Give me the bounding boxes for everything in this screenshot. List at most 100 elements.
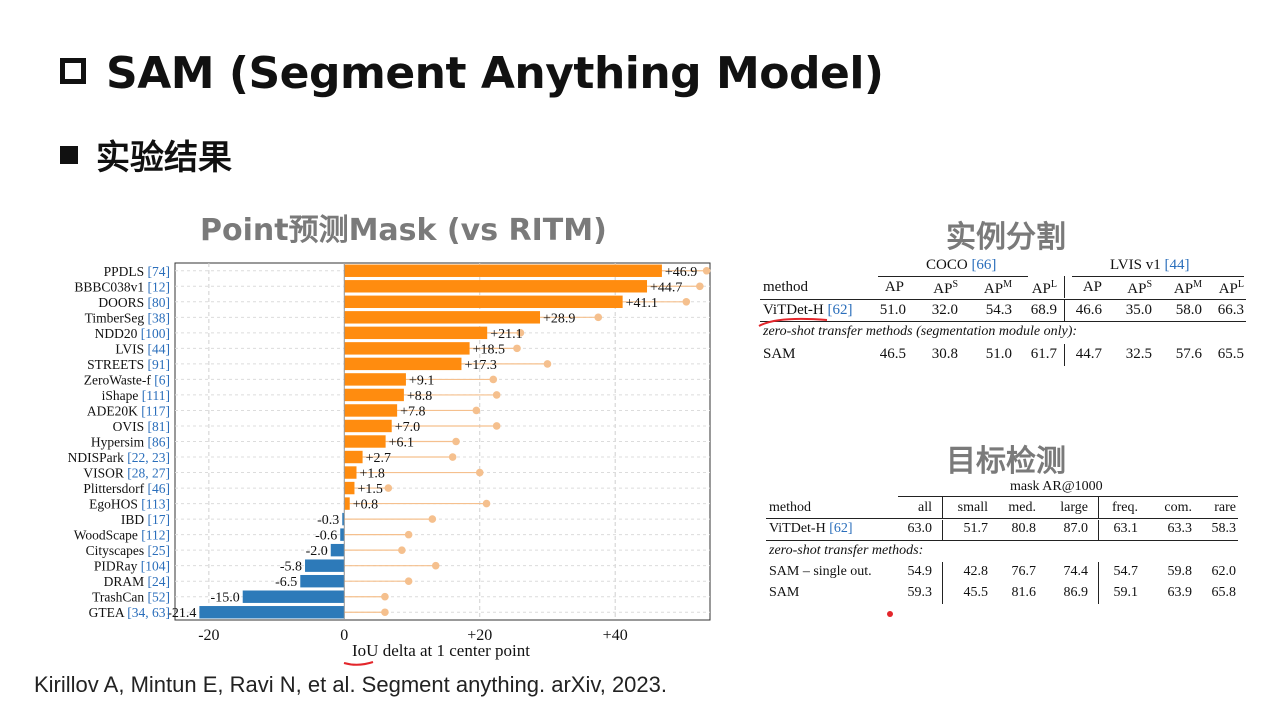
data-label: +21.1 [490,327,522,342]
coco-ref: [66] [971,257,997,273]
category-name: ZeroWaste-f [84,372,155,387]
lvis-apm-base: AP [1173,281,1194,297]
y-tick-label: DRAM [24] [104,574,170,589]
reference-dot [381,592,389,601]
table-cell: 76.7 [1011,564,1037,579]
bar [344,435,386,448]
det-row1-method-name: ViTDet-H [769,521,826,536]
reference-dot [492,422,501,430]
table-cell: 57.6 [1175,346,1202,362]
lvis-apl-sup: L [1237,279,1244,290]
bar [199,606,345,619]
header-method: method [763,279,808,295]
y-tick-label: BBBC038v1 [12] [74,279,170,294]
slide-title-text: SAM (Segment Anything Model) [106,48,884,99]
lvis-group-header: LVIS v1 [44] [1110,257,1189,274]
slide-title: SAM (Segment Anything Model) [60,48,884,99]
lvis-apm-sup: M [1193,279,1202,290]
y-tick-label: LVIS [44] [115,341,170,356]
det-row3-method: SAM [769,585,800,600]
reference-dot [398,546,406,554]
header-lvis-ap: AP [1082,279,1102,295]
red-underline-annotation [758,317,828,327]
category-name: PIDRay [94,559,141,574]
y-tick-label: ZeroWaste-f [6] [84,372,170,387]
table-cell: 65.8 [1211,585,1237,600]
object-det-title: 目标检测 [946,444,1066,479]
y-tick-label: VISOR [28, 27] [83,466,170,481]
reference-dot [489,375,498,384]
divider-row1 [1064,300,1065,321]
data-label: +7.8 [400,404,425,419]
y-tick-label: Plittersdorf [46] [83,481,170,496]
reference-dot [594,313,603,322]
category-ref: [112] [141,528,170,543]
y-tick-label: NDD20 [100] [95,326,170,341]
table-cell: 58.0 [1175,302,1202,318]
x-axis-label: IoU delta at 1 center point [352,641,530,660]
table-cell: 59.8 [1167,564,1193,579]
table-cell: 59.1 [1113,585,1139,600]
table-cell: 58.3 [1211,521,1237,536]
divider-header [1064,276,1065,298]
header-coco-ap: AP [884,279,904,295]
category-ref: [38] [148,310,171,325]
instance-seg-section-label: zero-shot transfer methods (segmentation… [763,324,1078,339]
bar [342,512,345,526]
det-row1-ref: [62] [829,521,853,536]
det-divider-b-header [1098,496,1099,518]
table-cell: 35.0 [1125,302,1152,318]
row1-method: ViTDet-H [62] [763,302,853,319]
det-divider-b-row1 [1098,520,1099,540]
category-ref: [52] [148,590,171,605]
coco-group-header: COCO [66] [926,257,996,274]
x-tick-label: +40 [603,627,628,644]
header-coco-apl: APL [1012,279,1057,298]
y-tick-label: GTEA [34, 63] [89,605,170,620]
lvis-ref: [44] [1164,257,1190,273]
category-ref: [80] [148,295,171,310]
row1-ref: [62] [827,302,853,318]
bar [344,326,488,340]
data-label: +44.7 [650,280,682,295]
category-name: STREETS [87,357,147,372]
reference-dot [475,468,484,477]
iou-underline-annotation [343,661,374,666]
category-ref: [44] [148,341,171,356]
table-cell: 65.5 [1217,346,1244,362]
category-name: WoodScape [74,528,142,543]
data-label: -21.4 [167,606,196,621]
table-cell: 51.0 [985,346,1012,362]
slide-subtitle: 实验结果 [60,130,232,179]
data-label: +7.0 [395,420,420,435]
divider-row2 [1064,344,1065,366]
row1-method-name: ViTDet-H [763,302,824,318]
data-label: +8.8 [407,389,432,404]
table-cell: 66.3 [1217,302,1244,318]
category-name: TimberSeg [85,310,148,325]
apm-base: AP [983,281,1004,297]
data-label: +0.8 [353,498,378,513]
det-divider-a-header [942,496,943,518]
category-ref: [25] [148,543,171,558]
reference-dot [702,266,711,275]
y-tick-label: TimberSeg [38] [85,310,170,325]
lvis-aps-sup: S [1146,279,1152,290]
category-name: LVIS [115,341,147,356]
bar [344,373,406,386]
y-tick-label: EgoHOS [113] [89,497,170,512]
y-tick-label: TrashCan [52] [92,590,170,605]
table-cell: 62.0 [1211,564,1237,579]
table-cell: 46.6 [1075,302,1102,318]
table-cell: 68.9 [1030,302,1057,318]
data-label: +9.1 [409,373,434,388]
reference-dot [404,577,413,585]
category-ref: [81] [148,419,171,434]
bar [344,311,541,324]
coco-label: COCO [926,257,968,273]
mask-ar-group-header: mask AR@1000 [1010,479,1103,494]
table-cell: 32.0 [931,302,958,318]
y-tick-label: PPDLS [74] [104,264,170,279]
det-header-rule [766,518,1238,519]
category-ref: [24] [148,574,171,589]
